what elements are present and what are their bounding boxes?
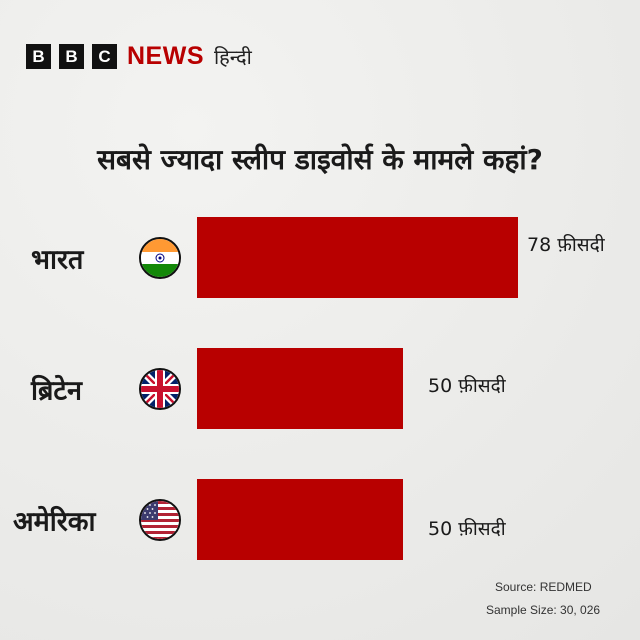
- source-note: Source: REDMED: [495, 580, 592, 594]
- bar-row-uk: ब्रिटेन 50 फ़ीसदी: [0, 348, 640, 429]
- sample-size-note: Sample Size: 30, 026: [486, 603, 601, 617]
- bar-india: [197, 217, 518, 298]
- value-label: 50 फ़ीसदी: [428, 518, 506, 540]
- india-flag-icon: [139, 236, 181, 279]
- country-label: भारत: [31, 244, 84, 275]
- uk-flag-icon: [139, 367, 181, 410]
- us-flag-icon: [139, 498, 181, 541]
- country-label: अमेरिका: [13, 506, 96, 537]
- bar-uk: [197, 348, 403, 429]
- bar-row-india: भारत 78 फ़ीसदी: [0, 217, 640, 298]
- bar-usa: [197, 479, 403, 560]
- news-wordmark: NEWS: [127, 42, 204, 70]
- chart-title: सबसे ज्यादा स्लीप डाइवोर्स के मामले कहां…: [97, 143, 543, 176]
- value-label: 50 फ़ीसदी: [428, 375, 506, 397]
- value-label: 78 फ़ीसदी: [527, 234, 605, 256]
- bbc-news-hindi-logo: B B C NEWS हिन्दी: [26, 42, 252, 71]
- country-label: ब्रिटेन: [31, 375, 83, 406]
- bbc-logo-block-c: C: [92, 44, 117, 69]
- bar-row-usa: अमेरिका 50 फ़ीसदी: [0, 479, 640, 560]
- bbc-logo-block-b1: B: [26, 44, 51, 69]
- language-wordmark: हिन्दी: [214, 45, 252, 69]
- bbc-logo-block-b2: B: [59, 44, 84, 69]
